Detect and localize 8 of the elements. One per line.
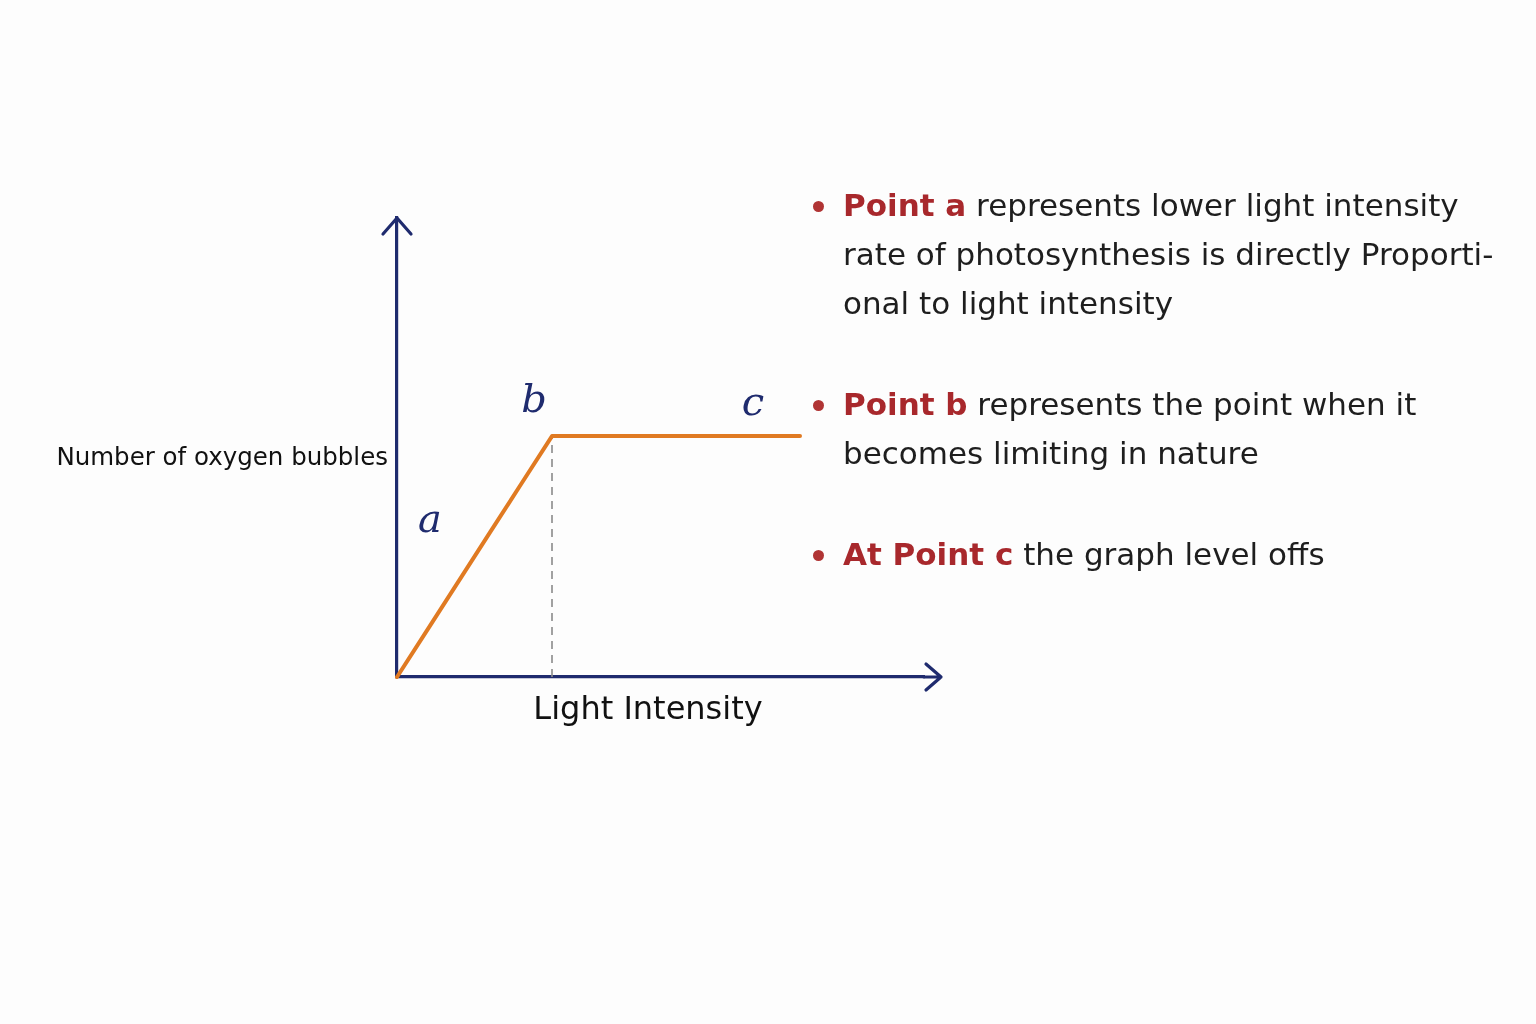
x-axis-title: Light Intensity bbox=[533, 689, 763, 728]
annotation: a bbox=[418, 495, 442, 542]
text: b bbox=[521, 375, 547, 422]
text: c bbox=[741, 378, 765, 425]
annotation: At Point c the graph level offs bbox=[810, 530, 1530, 579]
text: Point a represents lower light intensity rate of photosynthesis is directly Proporti- onal to light intensity bbox=[810, 181, 1530, 328]
annotation: Point b represents the point when it becomes limiting in nature bbox=[810, 380, 1530, 478]
y-axis-title: Number of oxygen bubbles bbox=[56, 441, 388, 471]
